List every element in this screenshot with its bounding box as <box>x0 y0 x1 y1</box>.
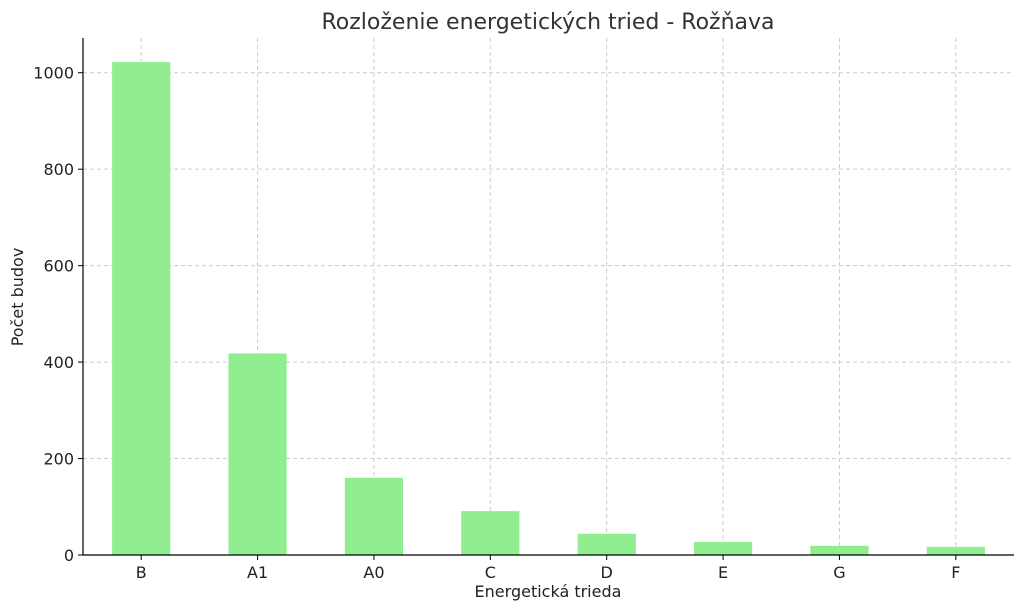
x-tick-label: G <box>833 563 845 582</box>
y-tick-label: 0 <box>64 546 74 565</box>
y-tick-label: 400 <box>43 353 74 372</box>
bar-E <box>693 541 753 555</box>
bar-F <box>926 546 985 555</box>
bar-A0 <box>344 477 404 555</box>
bar-D <box>577 533 636 555</box>
x-ticks: B A1 A0 C D E G F <box>136 555 960 582</box>
bar-C <box>461 511 520 555</box>
x-axis-label: Energetická trieda <box>475 582 622 601</box>
axes <box>82 38 1014 556</box>
y-tick-label: 800 <box>43 160 74 179</box>
bars <box>112 62 985 556</box>
x-tick-label: D <box>601 563 613 582</box>
y-tick-label: 1000 <box>33 64 74 83</box>
grid <box>83 38 1014 556</box>
y-axis-label: Počet budov <box>8 248 27 347</box>
chart-title: Rozloženie energetických tried - Rožňava <box>322 10 775 35</box>
bar-B <box>112 62 171 556</box>
x-tick-label: A0 <box>363 563 384 582</box>
x-tick-label: C <box>485 563 496 582</box>
x-tick-label: F <box>951 563 960 582</box>
y-tick-label: 200 <box>43 450 74 469</box>
x-tick-label: B <box>136 563 147 582</box>
x-tick-label: E <box>718 563 728 582</box>
y-tick-label: 600 <box>43 257 74 276</box>
y-ticks: 0 200 400 600 800 1000 <box>33 64 83 565</box>
x-tick-label: A1 <box>247 563 268 582</box>
bar-A1 <box>228 353 287 555</box>
bar-G <box>810 545 869 555</box>
